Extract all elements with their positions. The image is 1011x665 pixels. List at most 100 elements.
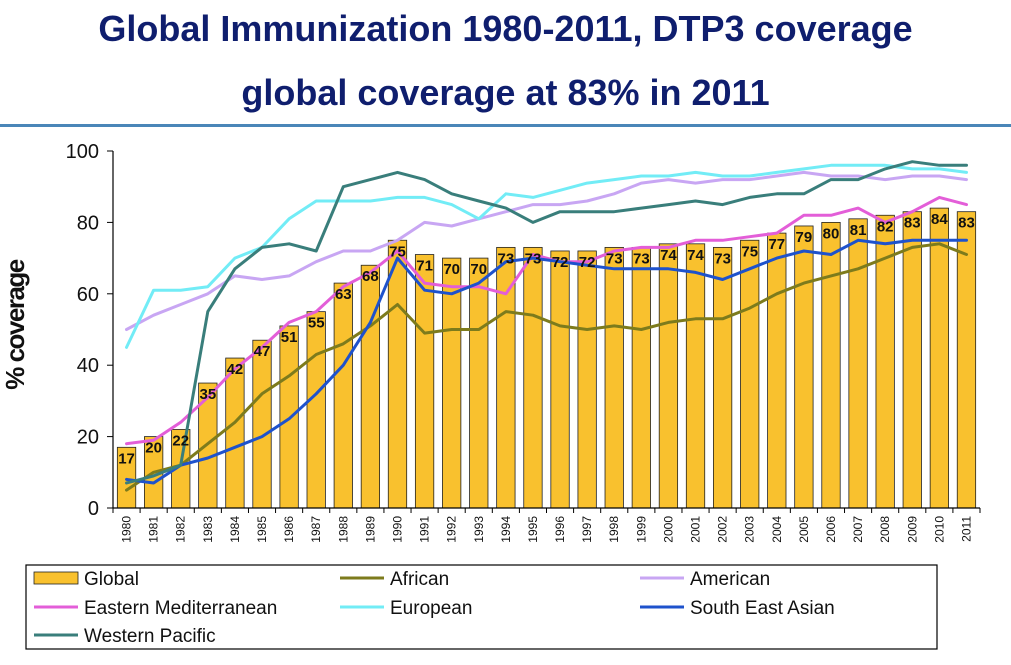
x-tick-label-2005: 2005 — [797, 516, 811, 543]
x-tick-label-1989: 1989 — [363, 516, 377, 543]
x-tick-label-1999: 1999 — [634, 516, 648, 543]
data-label-1998: 73 — [606, 250, 623, 267]
data-label-1992: 70 — [443, 261, 460, 278]
data-label-1980: 17 — [118, 450, 135, 467]
x-tick-label-1981: 1981 — [147, 516, 161, 543]
bar-global-1987 — [306, 311, 326, 509]
series-line-american — [125, 170, 968, 331]
data-label-1983: 35 — [199, 386, 216, 403]
legend-box — [25, 564, 938, 650]
x-tick-label-2007: 2007 — [851, 516, 865, 543]
bar-global-2005 — [794, 225, 814, 509]
y-tick-label-20: 20 — [77, 427, 99, 449]
data-label-1990: 75 — [389, 243, 406, 260]
data-label-1982: 22 — [172, 432, 189, 449]
legend-label-eastern-mediterranean: Eastern Mediterranean — [84, 598, 277, 619]
x-tick-label-2006: 2006 — [824, 516, 838, 543]
bar-global-1992 — [442, 257, 462, 509]
data-label-1984: 42 — [227, 361, 244, 378]
y-tick-label-100: 100 — [66, 141, 99, 163]
bar-global-1997 — [577, 250, 597, 509]
data-label-2010: 84 — [931, 211, 948, 228]
x-tick-label-1983: 1983 — [201, 516, 215, 543]
legend-label-american: American — [690, 569, 770, 590]
bar-global-1995 — [523, 246, 543, 509]
x-tick-label-1987: 1987 — [309, 516, 323, 543]
x-tick-label-2001: 2001 — [689, 516, 703, 543]
x-tick-label-1986: 1986 — [282, 516, 296, 543]
series-line-eastern-mediterranean — [125, 195, 968, 446]
bar-global-2007 — [848, 218, 868, 509]
chart-area: 17 20 22 35 42 47 51 55 63 68 75 71 70 70 73 73 72 72 73 73… — [0, 141, 981, 650]
x-tick-label-2000: 2000 — [661, 516, 675, 543]
x-tick-label-1988: 1988 — [336, 516, 350, 543]
x-tick-label-1998: 1998 — [607, 516, 621, 543]
bar-global-1993 — [469, 257, 489, 509]
series-line-european — [125, 163, 968, 349]
data-label-2003: 75 — [741, 243, 758, 260]
legend: Global African American Eastern Mediterrane… — [25, 564, 938, 650]
data-label-2004: 77 — [768, 236, 785, 253]
x-tick-label-2010: 2010 — [932, 516, 946, 543]
x-tick-label-1995: 1995 — [526, 516, 540, 543]
x-tick-label-2003: 2003 — [743, 516, 757, 543]
data-label-1995: 73 — [525, 250, 542, 267]
legend-swatch-global — [33, 571, 79, 585]
data-label-1993: 70 — [470, 261, 487, 278]
series-line-south-east-asian — [125, 238, 968, 485]
x-tick-label-1994: 1994 — [499, 516, 513, 543]
x-tick-label-2009: 2009 — [905, 516, 919, 543]
x-tick-label-2002: 2002 — [716, 516, 730, 543]
data-label-2007: 81 — [850, 222, 867, 239]
bar-global-2006 — [821, 221, 841, 509]
legend-label-african: African — [390, 569, 449, 590]
x-tick-label-1984: 1984 — [228, 516, 242, 543]
bar-global-1999 — [631, 246, 651, 509]
x-tick-label-1985: 1985 — [255, 516, 269, 543]
data-label-2001: 74 — [687, 247, 704, 264]
x-tick-label-2011: 2011 — [959, 516, 973, 542]
data-label-2009: 83 — [904, 215, 921, 232]
legend-label-south-east-asian: South East Asian — [690, 598, 835, 619]
data-label-2008: 82 — [877, 218, 894, 235]
series-line-african — [125, 242, 968, 492]
bar-global-2002 — [712, 246, 733, 509]
series-line-western-pacific — [125, 160, 968, 485]
y-tick-label-0: 0 — [88, 498, 99, 520]
x-tick-label-1991: 1991 — [418, 516, 432, 543]
data-label-1999: 73 — [633, 250, 650, 267]
data-label-1996: 72 — [552, 254, 569, 271]
legend-label-western-pacific: Western Pacific — [84, 626, 216, 647]
data-label-1987: 55 — [308, 315, 325, 332]
data-label-2011: 83 — [958, 215, 975, 232]
x-tick-label-1992: 1992 — [445, 516, 459, 543]
data-label-1997: 72 — [579, 254, 596, 271]
data-label-2005: 79 — [796, 229, 813, 246]
lines-layer — [125, 160, 968, 492]
data-label-1988: 63 — [335, 286, 352, 303]
legend-label-global: Global — [84, 569, 139, 590]
y-tick-label-40: 40 — [77, 355, 99, 377]
data-label-1994: 73 — [498, 250, 515, 267]
data-label-1989: 68 — [362, 268, 379, 285]
x-tick-label-2008: 2008 — [878, 516, 892, 543]
title-divider — [0, 124, 1011, 127]
x-tick-label-1996: 1996 — [553, 516, 567, 543]
bar-global-2001 — [685, 243, 706, 509]
x-tick-label-1980: 1980 — [120, 516, 134, 543]
y-tick-label-60: 60 — [77, 284, 99, 306]
axes-layer: 0 20 40 60 80 100 1980 1981 1982 1983 1984 1985 1986… — [66, 141, 981, 543]
x-tick-label-1982: 1982 — [174, 516, 188, 543]
y-axis-label: % coverage — [0, 259, 30, 390]
data-label-2002: 73 — [714, 250, 731, 267]
legend-label-european: European — [390, 598, 472, 619]
x-tick-label-1990: 1990 — [390, 516, 404, 543]
y-tick-label-80: 80 — [77, 212, 99, 234]
bar-global-1989 — [360, 264, 381, 509]
bar-global-1996 — [550, 250, 570, 509]
bar-global-2003 — [740, 239, 760, 509]
data-label-1986: 51 — [281, 329, 298, 346]
x-tick-label-1997: 1997 — [580, 516, 594, 543]
bar-global-2000 — [658, 243, 679, 509]
bar-global-1984 — [225, 357, 245, 509]
